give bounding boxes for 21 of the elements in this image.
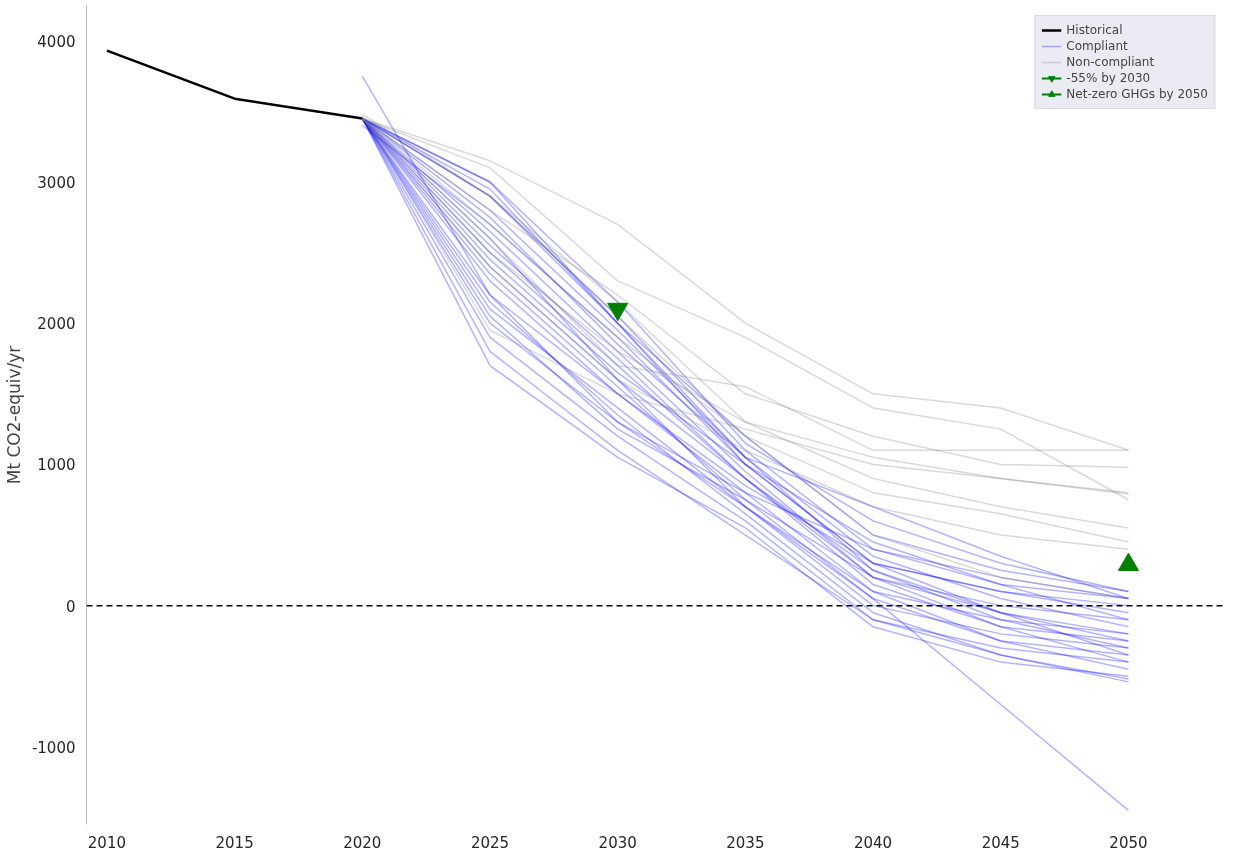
x-tick-label: 2050	[1109, 833, 1148, 852]
x-tick-label: 2020	[343, 833, 382, 852]
x-tick-label: 2045	[981, 833, 1020, 852]
legend-label: Historical	[1066, 23, 1123, 37]
y-tick-label: 2000	[37, 315, 76, 334]
legend-label: Net-zero GHGs by 2050	[1066, 87, 1208, 101]
legend-label: -55% by 2030	[1066, 71, 1151, 85]
y-tick-label: 3000	[37, 174, 76, 193]
x-tick-label: 2030	[598, 833, 637, 852]
y-axis-title: Mt CO2-equiv/yr	[3, 345, 24, 485]
x-tick-label: 2040	[853, 833, 893, 852]
x-tick-label: 2015	[215, 833, 254, 852]
x-tick-label: 2025	[470, 833, 510, 852]
y-tick-label: 1000	[37, 456, 76, 475]
x-tick-label: 2035	[726, 833, 765, 852]
legend-label: Compliant	[1066, 39, 1128, 53]
legend-label: Non-compliant	[1066, 55, 1155, 69]
y-tick-label: 4000	[37, 32, 76, 51]
x-tick-label: 2010	[87, 833, 127, 852]
y-tick-label: 0	[65, 597, 76, 616]
y-tick-label: -1000	[31, 738, 76, 757]
